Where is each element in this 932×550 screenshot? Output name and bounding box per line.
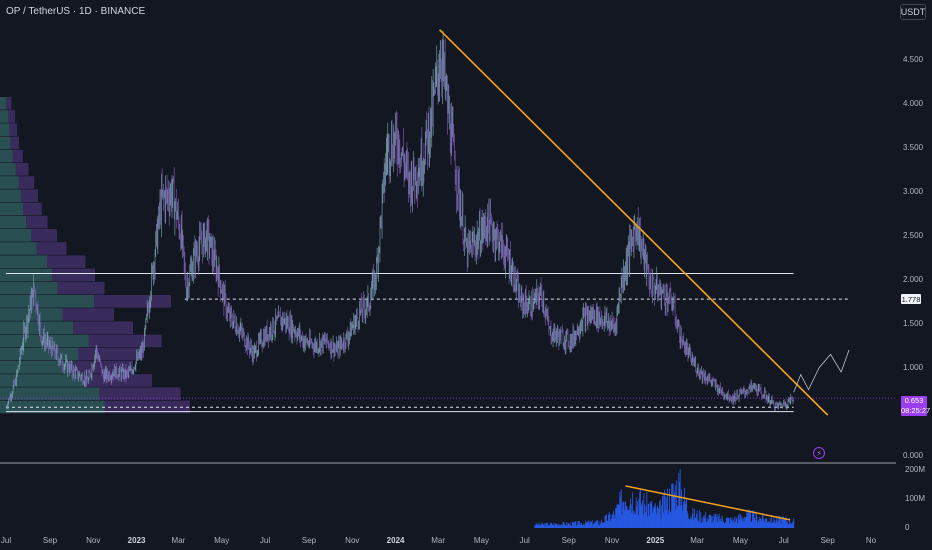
profile-bar-up: [0, 269, 52, 282]
profile-bar-up: [0, 242, 37, 255]
price-tick-label: 3.000: [903, 187, 923, 196]
profile-bar-up: [0, 255, 47, 268]
profile-bar-up: [0, 150, 13, 163]
profile-bar-up: [0, 374, 84, 387]
profile-bar-up: [0, 97, 6, 110]
time-tick-label: Nov: [345, 536, 359, 545]
profile-bar-down: [47, 255, 85, 268]
profile-bar-down: [6, 97, 11, 110]
volume-tick-label: 0: [905, 523, 909, 532]
profile-bar-down: [16, 163, 29, 176]
time-tick-label: Jul: [1, 536, 11, 545]
time-tick-label: Sep: [43, 536, 57, 545]
time-tick-label: Mar: [431, 536, 445, 545]
projection-path: [794, 350, 849, 392]
profile-bar-down: [13, 150, 23, 163]
volume-bars: [534, 469, 794, 528]
time-tick-label: Nov: [86, 536, 100, 545]
time-tick-label: 2024: [387, 536, 405, 545]
time-tick-label: May: [214, 536, 229, 545]
time-tick-label: Mar: [172, 536, 186, 545]
profile-bar-up: [0, 176, 19, 189]
price-tick-label: 3.500: [903, 143, 923, 152]
profile-bar-down: [78, 348, 142, 361]
countdown: 08:25:27: [901, 406, 927, 416]
trendlines: [440, 30, 849, 415]
profile-bar-down: [89, 335, 162, 348]
profile-bar-up: [0, 203, 23, 216]
time-tick-label: 2025: [646, 536, 664, 545]
time-tick-label: Jul: [260, 536, 270, 545]
time-tick-label: Jul: [520, 536, 530, 545]
volume-bar: [793, 518, 794, 528]
profile-bar-down: [63, 308, 114, 321]
profile-bar-down: [26, 216, 47, 229]
profile-bar-up: [0, 163, 16, 176]
current-price-label: 0.653 08:25:27: [901, 396, 927, 416]
volume-tick-label: 100M: [905, 494, 925, 503]
profile-bar-up: [0, 321, 73, 334]
profile-bar-down: [9, 123, 17, 136]
profile-bar-down: [19, 176, 34, 189]
profile-bar-down: [31, 229, 57, 242]
profile-bar-down: [37, 242, 67, 255]
profile-bar-up: [0, 229, 31, 242]
current-price-value: 0.653: [901, 396, 927, 406]
time-tick-label: No: [866, 536, 876, 545]
time-tick-label: Sep: [302, 536, 316, 545]
price-trendline: [440, 30, 828, 415]
time-tick-label: 2023: [128, 536, 146, 545]
price-tick-label: 0.000: [903, 451, 923, 460]
price-tick-label: 4.500: [903, 55, 923, 64]
profile-bar-up: [0, 123, 9, 136]
price-tick-label: 1.500: [903, 319, 923, 328]
profile-bar-down: [21, 189, 38, 202]
level-price-label: 1.778: [901, 294, 921, 304]
profile-bar-up: [0, 282, 57, 295]
time-tick-label: May: [733, 536, 748, 545]
profile-bar-up: [0, 295, 94, 308]
price-tick-label: 1.000: [903, 363, 923, 372]
profile-bar-up: [0, 216, 26, 229]
currency-button[interactable]: USDT: [900, 4, 926, 20]
profile-bar-down: [52, 269, 95, 282]
volume-tick-label: 200M: [905, 465, 925, 474]
profile-bar-down: [94, 295, 171, 308]
bolt-icon[interactable]: ⚡: [813, 447, 825, 459]
profile-bar-down: [10, 137, 19, 150]
time-tick-label: May: [474, 536, 489, 545]
time-tick-label: Sep: [562, 536, 576, 545]
time-tick-label: Nov: [605, 536, 619, 545]
profile-bar-up: [0, 110, 8, 123]
price-tick-label: 4.000: [903, 99, 923, 108]
profile-bar-down: [8, 110, 15, 123]
time-tick-label: Mar: [690, 536, 704, 545]
profile-bar-down: [73, 321, 133, 334]
time-tick-label: Jul: [779, 536, 789, 545]
profile-bar-down: [57, 282, 104, 295]
time-tick-label: Sep: [821, 536, 835, 545]
chart-title: OP / TetherUS · 1D · BINANCE: [6, 6, 145, 17]
profile-bar-down: [23, 203, 42, 216]
price-tick-label: 2.000: [903, 275, 923, 284]
profile-bar-up: [0, 189, 21, 202]
price-tick-label: 2.500: [903, 231, 923, 240]
profile-bar-up: [0, 137, 10, 150]
